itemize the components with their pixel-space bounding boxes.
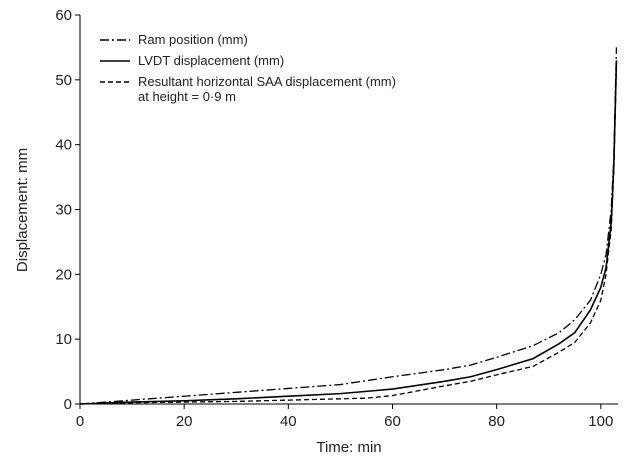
legend-icon <box>100 60 130 62</box>
legend-entry: Ram position (mm) <box>100 32 396 47</box>
x-tick-label: 100 <box>588 413 613 430</box>
legend-label: Resultant horizontal SAA displacement (m… <box>138 74 396 104</box>
y-tick-label: 10 <box>55 331 72 348</box>
y-tick-label: 30 <box>55 202 72 219</box>
legend-icon <box>100 39 130 41</box>
x-tick-label: 20 <box>176 413 193 430</box>
y-axis-label: Displacement: mm <box>14 148 31 272</box>
x-tick-label: 0 <box>76 413 84 430</box>
x-axis-label: Time: min <box>316 439 381 456</box>
legend: Ram position (mm) LVDT displacement (mm) R… <box>100 32 396 110</box>
x-tick-label: 80 <box>488 413 505 430</box>
x-tick-label: 40 <box>280 413 297 430</box>
legend-label: LVDT displacement (mm) <box>138 53 285 68</box>
y-tick-label: 0 <box>64 396 72 413</box>
data-line <box>79 47 618 405</box>
x-tick-label: 60 <box>384 413 401 430</box>
data-line <box>79 60 618 405</box>
y-tick-label: 20 <box>55 266 72 283</box>
y-tick-label: 60 <box>55 7 72 24</box>
legend-entry: LVDT displacement (mm) <box>100 53 396 68</box>
y-tick-label: 50 <box>55 72 72 89</box>
legend-entry: Resultant horizontal SAA displacement (m… <box>100 74 396 104</box>
y-tick-label: 40 <box>55 137 72 154</box>
legend-label: Ram position (mm) <box>138 32 248 47</box>
legend-icon <box>100 81 130 83</box>
data-line <box>79 66 618 405</box>
